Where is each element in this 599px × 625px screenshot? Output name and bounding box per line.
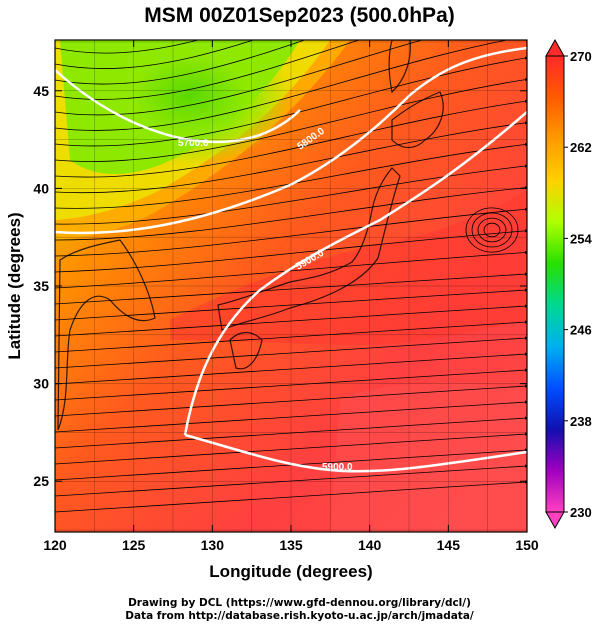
streamline — [55, 40, 200, 54]
credit-drawing: Drawing by DCL (https://www.gfd-dennou.o… — [128, 597, 471, 609]
streamline — [55, 56, 527, 147]
contour-label: 5700.0 — [178, 138, 209, 149]
credit-data-source: Data from http://database.rish.kyoto-u.a… — [125, 610, 474, 622]
y-tick-label: 30 — [33, 376, 49, 392]
contour-line — [55, 69, 301, 144]
x-tick-label: 150 — [515, 537, 539, 553]
streamline — [55, 40, 361, 100]
y-tick-label: 40 — [33, 180, 49, 196]
y-tick-label: 25 — [33, 473, 49, 489]
streamline — [55, 121, 527, 194]
colorbar-tick-label: 230 — [570, 505, 592, 520]
colorbar-tick-label: 270 — [570, 49, 592, 64]
x-tick-label: 135 — [279, 537, 303, 553]
chart-title: MSM 00Z01Sep2023 (500.0hPa) — [144, 4, 455, 27]
contour-label: 5900.0 — [322, 462, 353, 473]
streamline — [55, 78, 527, 162]
coastline — [388, 40, 411, 94]
contour-line — [55, 46, 527, 235]
streamline — [55, 207, 527, 257]
streamline — [55, 40, 424, 116]
colorbar-scale — [545, 55, 565, 513]
streamline — [55, 186, 527, 241]
streamline-vortex — [471, 212, 513, 248]
streamline — [55, 40, 255, 69]
x-tick-label: 130 — [201, 537, 225, 553]
streamline — [55, 40, 306, 85]
coastline — [217, 167, 401, 331]
temperature-zone-red-band — [170, 190, 527, 345]
colorbar-tick-label: 254 — [570, 231, 592, 246]
coastline — [229, 331, 263, 370]
x-tick-label: 145 — [437, 537, 461, 553]
temperature-zone-south — [330, 383, 527, 532]
colorbar-max-arrow — [545, 38, 565, 57]
y-axis-label: Latitude (degrees) — [5, 212, 24, 359]
streamline — [55, 40, 509, 131]
colorbar: 270 262 254 246 238 230 — [545, 38, 592, 530]
streamline — [55, 142, 527, 209]
temperature-zone-cold-core — [90, 40, 290, 165]
colorbar-min-arrow — [545, 511, 565, 530]
y-tick-label: 45 — [33, 83, 49, 99]
colorbar-tick-label: 246 — [570, 323, 592, 338]
y-tick-label: 35 — [33, 278, 49, 294]
x-tick-label: 120 — [43, 537, 67, 553]
grid — [55, 40, 527, 532]
streamline-vortex — [477, 217, 507, 243]
streamline-vortex — [465, 207, 519, 253]
colorbar-tick-label: 238 — [570, 414, 592, 429]
streamline — [55, 229, 527, 273]
axes: 120 125 130 135 140 145 150 25 30 35 40 45 Longitude… — [5, 39, 539, 581]
x-axis-label: Longitude (degrees) — [209, 562, 372, 581]
streamline — [55, 250, 527, 289]
contour-line — [183, 111, 527, 436]
streamline — [55, 164, 527, 225]
x-tick-label: 140 — [358, 537, 382, 553]
streamline — [55, 99, 527, 178]
x-tick-label: 125 — [122, 537, 146, 553]
colorbar-tick-label: 262 — [570, 140, 592, 155]
streamline-vortex — [483, 222, 501, 238]
coastline — [391, 91, 444, 149]
